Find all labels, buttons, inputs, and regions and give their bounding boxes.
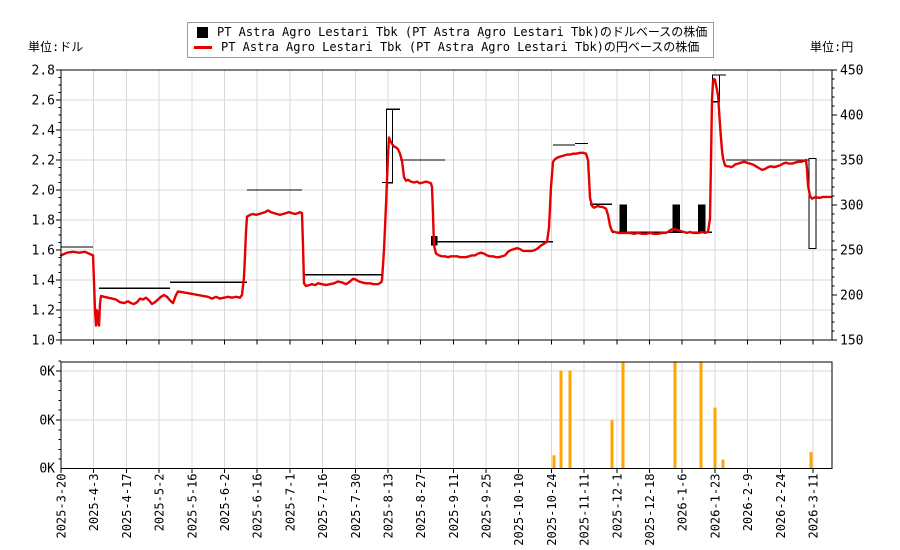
y-axis-label-left: 2.4 [32, 124, 56, 139]
volume-bar [621, 362, 625, 468]
y-axis-label-left: 2.8 [32, 64, 55, 79]
usd-candle-filled [672, 204, 681, 233]
y-axis-label-right: 300 [840, 199, 863, 214]
x-axis-date-label: 2025-9-11 [447, 474, 461, 539]
y-axis-label-right: 400 [840, 109, 863, 124]
x-axis-date-label: 2025-4-3 [87, 474, 101, 532]
x-axis-date-label: 2025-4-17 [120, 474, 134, 539]
x-axis-date-label: 2026-3-11 [807, 474, 821, 539]
volume-bar [713, 407, 717, 468]
usd-candle-filled [619, 204, 628, 233]
y-axis-label-left: 1.8 [32, 214, 55, 229]
legend-row-yen: PT Astra Agro Lestari Tbk (PT Astra Agro… [194, 40, 707, 55]
y-axis-label-left: 1.0 [32, 334, 55, 349]
left-axis-unit-label: 単位:ドル [28, 40, 84, 54]
x-axis-date-label: 2025-9-25 [480, 474, 494, 539]
x-axis-date-label: 2026-1-6 [676, 474, 690, 532]
volume-bar [568, 370, 572, 468]
volume-axis-label: 0K [39, 462, 55, 477]
y-axis-label-right: 450 [840, 64, 863, 79]
gridlines [61, 70, 832, 469]
volume-bar [721, 459, 725, 468]
volume-axis-label: 0K [39, 414, 55, 429]
volume-axis-label: 0K [39, 365, 55, 380]
volume-bar [699, 362, 703, 468]
x-axis-date-label: 2025-6-16 [251, 474, 265, 539]
x-axis-date-label: 2025-8-27 [414, 474, 428, 539]
x-axis-date-label: 2026-2-9 [741, 474, 755, 532]
volume-bar [552, 455, 556, 468]
y-axis-label-left: 2.2 [32, 154, 55, 169]
usd-step-series [61, 74, 831, 322]
x-axis-date-label: 2025-6-2 [218, 474, 232, 532]
volume-bar [610, 420, 614, 468]
y-axis-label-right: 200 [840, 289, 863, 304]
y-axis-label-left: 1.6 [32, 244, 55, 259]
volume-plot-frame [60, 361, 833, 470]
x-axis-date-label: 2025-8-13 [381, 474, 395, 539]
y-axis-label-right: 350 [840, 154, 863, 169]
volume-bar [673, 362, 677, 468]
x-axis-date-label: 2025-5-16 [185, 474, 199, 539]
y-axis-label-left: 2.6 [32, 94, 55, 109]
x-axis-date-label: 2026-2-24 [774, 474, 788, 539]
x-axis-date-label: 2025-5-2 [153, 474, 167, 532]
y-axis-label-right: 150 [840, 334, 863, 349]
x-axis-date-label: 2025-12-18 [643, 474, 657, 546]
x-axis-date-label: 2025-7-30 [349, 474, 363, 539]
chart-legend: PT Astra Agro Lestari Tbk (PT Astra Agro… [187, 22, 714, 58]
legend-yen-label: PT Astra Agro Lestari Tbk (PT Astra Agro… [221, 40, 700, 54]
legend-usd-label: PT Astra Agro Lestari Tbk (PT Astra Agro… [217, 25, 708, 39]
x-axis-date-label: 2025-3-20 [55, 474, 69, 539]
y-axis-label-left: 1.4 [32, 274, 56, 289]
main-plot-frame [60, 69, 833, 341]
volume-bar [809, 452, 813, 468]
y-axis-label-right: 250 [840, 244, 863, 259]
right-axis-unit-label: 単位:円 [810, 40, 854, 54]
usd-series-marker-icon [197, 27, 208, 38]
x-axis-date-label: 2025-11-11 [578, 474, 592, 546]
yen-series-marker-icon [194, 46, 212, 49]
volume-bar [559, 370, 563, 468]
y-axis-label-left: 2.0 [32, 184, 55, 199]
volume-bars [552, 362, 813, 468]
x-axis-date-label: 2025-7-1 [283, 474, 297, 532]
legend-row-usd: PT Astra Agro Lestari Tbk (PT Astra Agro… [194, 25, 707, 40]
y-axis-label-left: 1.2 [32, 304, 55, 319]
axis-labels: 2.8 2.6 2.4 2.2 2.0 1.8 1.6 1.4 1.2 1.0 450 400 350 3… [32, 64, 864, 546]
x-axis-date-label: 2025-10-10 [512, 474, 526, 546]
x-axis-date-label: 2025-12-1 [610, 474, 624, 539]
x-axis-date-label: 2026-1-23 [708, 474, 722, 539]
x-axis-date-label: 2025-10-24 [545, 474, 559, 546]
x-axis-date-label: 2025-7-16 [316, 474, 330, 539]
yen-price-line [59, 77, 833, 327]
usd-candle-open [808, 157, 817, 250]
usd-candle-filled [697, 204, 706, 233]
